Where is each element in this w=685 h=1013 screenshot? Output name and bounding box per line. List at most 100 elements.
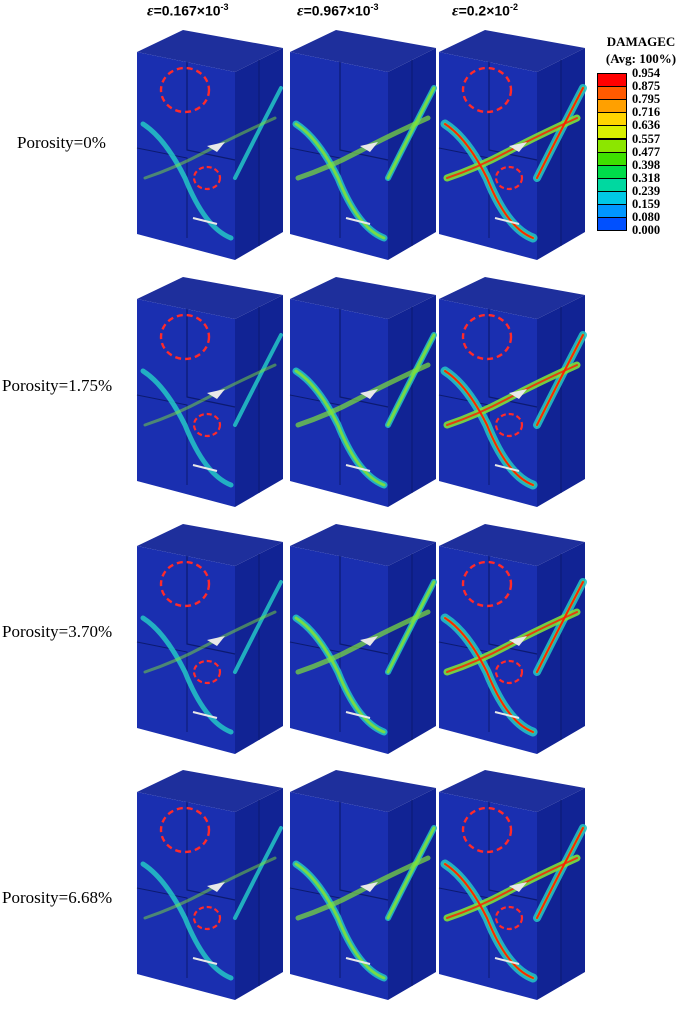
- cube-top-face: [137, 770, 283, 812]
- damage-cube-r2-c2: [289, 277, 437, 507]
- damage-cube-r1-c3: [438, 30, 587, 260]
- highlight-circle: [192, 412, 222, 438]
- highlight-circle: [159, 806, 211, 854]
- strain-exponent: -3: [220, 2, 229, 12]
- cube-top-face: [439, 30, 585, 72]
- cube-front-face: [439, 546, 537, 754]
- legend-value: 0.000: [632, 223, 661, 238]
- strain-value: =0.2×10: [458, 2, 510, 19]
- legend-value: 0.636: [632, 118, 661, 133]
- damage-band: [295, 855, 431, 921]
- damage-band: [444, 370, 534, 486]
- damage-cube-r3-c1: [136, 524, 283, 754]
- cube-front-face: [290, 792, 388, 1000]
- legend-value: 0.875: [632, 79, 661, 94]
- damage-band: [295, 609, 431, 675]
- damage-band: [536, 827, 584, 919]
- legend-swatch: [597, 138, 627, 153]
- legend-value: 0.318: [632, 170, 661, 185]
- damage-band: [294, 122, 386, 240]
- cube-top-face: [137, 524, 283, 566]
- damage-band: [140, 368, 234, 488]
- legend-swatch: [597, 204, 627, 219]
- damage-band: [143, 610, 277, 674]
- cube-top-face: [137, 30, 283, 72]
- damage-band: [233, 333, 283, 427]
- legend-value: 0.477: [632, 144, 661, 159]
- damage-cube-r3-c2: [289, 524, 437, 754]
- cube-front-face: [137, 299, 235, 507]
- damage-band: [140, 121, 234, 241]
- cube-front-face: [137, 546, 235, 754]
- legend-swatch: [597, 151, 627, 166]
- damage-band: [386, 580, 436, 674]
- cube-front-face: [290, 52, 388, 260]
- legend-swatch: [597, 125, 627, 140]
- strain-value: =0.967×10: [303, 2, 371, 19]
- strain-exponent: -2: [509, 2, 518, 12]
- strain-exponent: -3: [370, 2, 379, 12]
- cube-top-face: [290, 524, 436, 566]
- strain-symbol: ε: [452, 2, 459, 20]
- cube-top-face: [290, 30, 436, 72]
- damage-band: [536, 87, 584, 179]
- cube-front-face: [137, 792, 235, 1000]
- damage-cube-r1-c1: [136, 30, 283, 260]
- legend-swatch: [597, 177, 627, 192]
- damage-band: [233, 86, 283, 180]
- highlight-circle: [494, 905, 524, 931]
- cube-top-face: [439, 770, 585, 812]
- damage-band: [386, 333, 436, 427]
- damage-band: [444, 863, 534, 979]
- cube-front-face: [290, 546, 388, 754]
- row-label-3: Porosity=3.70%: [2, 622, 113, 641]
- strain-value: =0.167×10: [153, 2, 221, 19]
- damage-band: [140, 615, 234, 735]
- highlight-circle: [192, 165, 222, 191]
- legend-value: 0.557: [632, 131, 661, 146]
- damage-band: [294, 616, 386, 734]
- highlight-circle: [461, 806, 513, 854]
- damage-cube-r4-c3: [438, 770, 587, 1000]
- legend-value: 0.795: [632, 92, 661, 107]
- legend-value: 0.954: [632, 66, 661, 80]
- legend-value: 0.080: [632, 210, 661, 225]
- damage-band: [446, 857, 578, 919]
- damage-band: [446, 364, 578, 426]
- damage-band: [143, 856, 277, 920]
- legend-swatch: [597, 112, 627, 127]
- highlight-circle: [159, 560, 211, 608]
- damage-band: [233, 580, 283, 674]
- legend-swatch: [597, 86, 627, 101]
- damage-cube-r3-c3: [438, 524, 587, 754]
- highlight-circle: [192, 905, 222, 931]
- strain-symbol: ε: [147, 2, 154, 20]
- highlight-circle: [461, 66, 513, 114]
- cube-top-face: [439, 524, 585, 566]
- cube-front-face: [439, 299, 537, 507]
- damage-cube-r2-c1: [136, 277, 283, 507]
- damage-band: [294, 369, 386, 487]
- cube-top-face: [439, 277, 585, 319]
- damage-band: [444, 617, 534, 733]
- highlight-circle: [494, 165, 524, 191]
- damage-band: [294, 862, 386, 980]
- damage-band: [446, 611, 578, 673]
- column-header-3: ε=0.2×10-2: [452, 2, 518, 21]
- cube-top-face: [137, 277, 283, 319]
- legend-title: DAMAGEC: [606, 34, 676, 49]
- damage-cube-r1-c2: [289, 30, 437, 260]
- legend-value: 0.159: [632, 197, 661, 211]
- highlight-circle: [192, 659, 222, 685]
- legend-swatch: [597, 99, 627, 114]
- highlight-circle: [159, 66, 211, 114]
- highlight-circle: [461, 313, 513, 361]
- damage-cube-r2-c3: [438, 277, 587, 507]
- damage-band: [295, 362, 431, 428]
- damage-band: [295, 115, 431, 181]
- cube-top-face: [290, 770, 436, 812]
- legend-swatch: [597, 190, 627, 205]
- row-label-1: Porosity=0%: [17, 133, 106, 152]
- damage-cube-r4-c1: [136, 770, 283, 1000]
- column-header-1: ε=0.167×10-3: [147, 2, 229, 21]
